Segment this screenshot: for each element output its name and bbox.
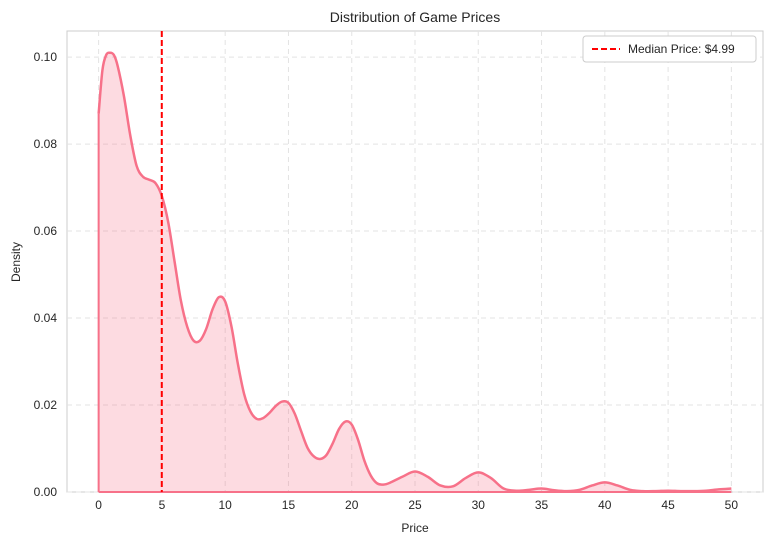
y-tick-label: 0.10 bbox=[34, 50, 58, 64]
x-tick-label: 15 bbox=[282, 498, 296, 512]
legend-box bbox=[582, 35, 757, 63]
y-axis-ticks: 0.00 0.02 0.04 0.06 0.08 0.10 bbox=[34, 50, 58, 499]
x-tick-label: 35 bbox=[535, 498, 549, 512]
x-tick-label: 25 bbox=[408, 498, 422, 512]
x-tick-label: 40 bbox=[598, 498, 612, 512]
x-tick-label: 0 bbox=[95, 498, 102, 512]
density-curve bbox=[97, 51, 732, 493]
y-tick-label: 0.06 bbox=[34, 224, 58, 238]
y-tick-label: 0.08 bbox=[34, 137, 58, 151]
x-tick-label: 5 bbox=[159, 498, 166, 512]
x-tick-label: 30 bbox=[472, 498, 486, 512]
x-tick-label: 50 bbox=[725, 498, 739, 512]
x-axis-ticks: 0 5 10 15 20 25 30 35 40 45 50 bbox=[95, 498, 738, 512]
y-tick-label: 0.04 bbox=[34, 311, 58, 325]
legend: Median Price: $4.99 bbox=[582, 35, 757, 63]
chart-title: Distribution of Game Prices bbox=[330, 9, 500, 25]
x-tick-label: 20 bbox=[345, 498, 359, 512]
y-tick-label: 0.00 bbox=[34, 485, 58, 499]
y-tick-label: 0.02 bbox=[34, 398, 58, 412]
legend-median-label: Median Price: $4.99 bbox=[628, 42, 735, 56]
x-tick-label: 10 bbox=[219, 498, 233, 512]
y-axis-label: Density bbox=[9, 242, 23, 282]
x-tick-label: 45 bbox=[661, 498, 675, 512]
x-axis-label: Price bbox=[401, 521, 429, 535]
